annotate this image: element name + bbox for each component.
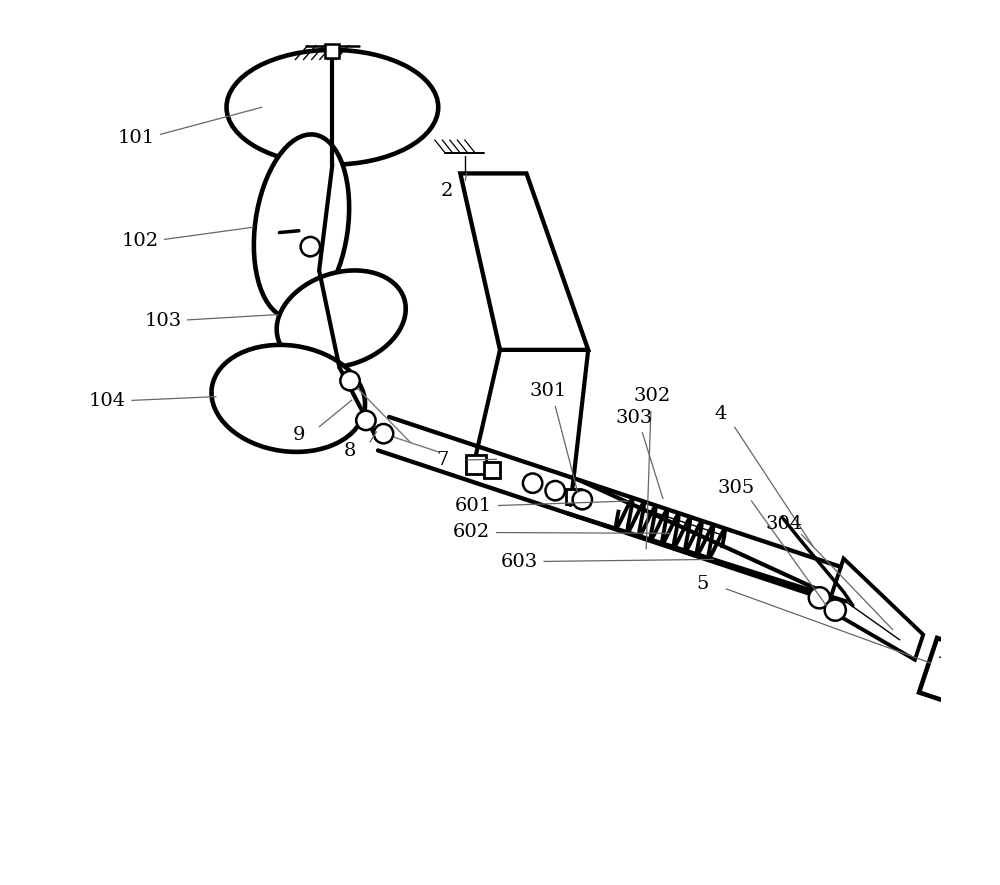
Ellipse shape (211, 345, 365, 452)
Text: 305: 305 (718, 480, 755, 497)
Polygon shape (919, 638, 977, 705)
Text: 601: 601 (455, 497, 492, 515)
Text: 101: 101 (118, 129, 155, 147)
Text: 301: 301 (530, 382, 567, 400)
Text: 303: 303 (615, 409, 653, 427)
Circle shape (809, 587, 830, 608)
Circle shape (356, 411, 376, 430)
Text: 4: 4 (714, 405, 727, 423)
Bar (484, 462, 500, 478)
Text: 102: 102 (121, 233, 159, 250)
Ellipse shape (277, 271, 406, 367)
Circle shape (573, 490, 592, 510)
Circle shape (340, 371, 360, 390)
Text: 603: 603 (501, 552, 538, 571)
Text: 5: 5 (697, 574, 709, 593)
Circle shape (301, 237, 320, 257)
Bar (466, 455, 486, 474)
Text: 8: 8 (344, 442, 356, 460)
Bar (325, 43, 339, 58)
Text: 9: 9 (293, 427, 305, 444)
Text: 104: 104 (89, 392, 126, 410)
Circle shape (545, 481, 565, 500)
Bar (566, 489, 581, 504)
Circle shape (374, 424, 393, 443)
Circle shape (825, 599, 846, 620)
Polygon shape (827, 558, 923, 659)
Ellipse shape (254, 135, 349, 319)
Ellipse shape (227, 50, 438, 165)
Text: 2: 2 (441, 182, 453, 200)
Text: 602: 602 (453, 524, 490, 542)
Polygon shape (460, 173, 588, 350)
Text: 103: 103 (144, 312, 182, 330)
Text: 302: 302 (633, 387, 670, 404)
Circle shape (523, 473, 542, 493)
Text: 7: 7 (436, 451, 449, 469)
Text: 304: 304 (765, 515, 803, 533)
